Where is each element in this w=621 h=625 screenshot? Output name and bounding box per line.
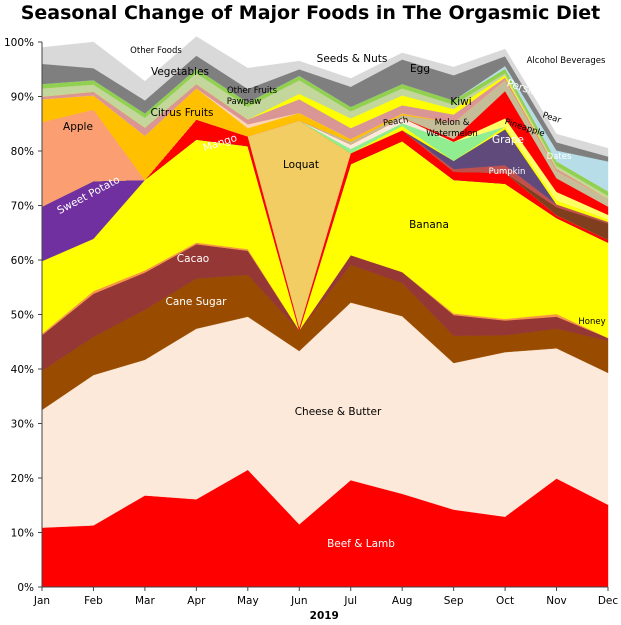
label-cheese-and-butter: Cheese & Butter bbox=[295, 406, 382, 418]
label-other-foods: Other Foods bbox=[130, 46, 182, 56]
x-tick-label: Sep bbox=[444, 595, 464, 607]
x-tick-label: Jun bbox=[290, 595, 307, 607]
x-tick-label: Aug bbox=[392, 595, 413, 607]
label-pumpkin: Pumpkin bbox=[489, 167, 526, 177]
y-tick-label: 30% bbox=[11, 419, 34, 431]
x-tick-label: Nov bbox=[546, 595, 567, 607]
label-melon-and: Melon & bbox=[435, 118, 470, 128]
x-tick-label: Mar bbox=[135, 595, 155, 607]
y-tick-label: 80% bbox=[11, 146, 34, 158]
label-alcohol-beverages: Alcohol Beverages bbox=[527, 56, 606, 66]
x-tick-label: May bbox=[237, 595, 259, 607]
label-beef-and-lamb: Beef & Lamb bbox=[327, 538, 395, 550]
x-axis-title: 2019 bbox=[310, 610, 339, 622]
label-cane-sugar: Cane Sugar bbox=[166, 296, 228, 308]
label-apple: Apple bbox=[63, 121, 93, 133]
label-peach: Peach bbox=[382, 115, 408, 128]
label-other-fruits: Other Fruits bbox=[227, 86, 278, 96]
label-kiwi: Kiwi bbox=[450, 96, 471, 108]
y-tick-label: 100% bbox=[4, 37, 34, 49]
label-pawpaw: Pawpaw bbox=[227, 97, 262, 107]
y-tick-label: 20% bbox=[11, 473, 34, 485]
label-dates: Dates bbox=[547, 152, 572, 162]
label-banana: Banana bbox=[409, 219, 449, 231]
label-cacao: Cacao bbox=[177, 253, 209, 265]
label-grape: Grape bbox=[492, 134, 524, 146]
chart-title: Seasonal Change of Major Foods in The Or… bbox=[20, 2, 601, 24]
x-tick-label: Apr bbox=[187, 595, 206, 607]
y-tick-label: 10% bbox=[11, 528, 34, 540]
y-tick-label: 90% bbox=[11, 92, 34, 104]
label-seeds-and-nuts: Seeds & Nuts bbox=[317, 53, 388, 65]
x-tick-label: Jan bbox=[33, 595, 50, 607]
label-honey: Honey bbox=[578, 317, 605, 327]
y-tick-label: 0% bbox=[17, 582, 34, 594]
x-tick-label: Feb bbox=[84, 595, 103, 607]
label-egg: Egg bbox=[410, 63, 430, 75]
x-tick-label: Oct bbox=[496, 595, 514, 607]
label-loquat: Loquat bbox=[283, 159, 319, 171]
y-tick-label: 50% bbox=[11, 310, 34, 322]
x-tick-label: Dec bbox=[598, 595, 619, 607]
area-other-foods-28 bbox=[41, 36, 609, 157]
label-citrus-fruits: Citrus Fruits bbox=[151, 107, 214, 119]
y-tick-label: 70% bbox=[11, 201, 34, 213]
label-watermelon: Watermelon bbox=[426, 129, 477, 139]
x-tick-label: Jul bbox=[343, 595, 357, 607]
y-tick-label: 60% bbox=[11, 255, 34, 267]
y-tick-label: 40% bbox=[11, 364, 34, 376]
label-vegetables: Vegetables bbox=[151, 66, 209, 78]
